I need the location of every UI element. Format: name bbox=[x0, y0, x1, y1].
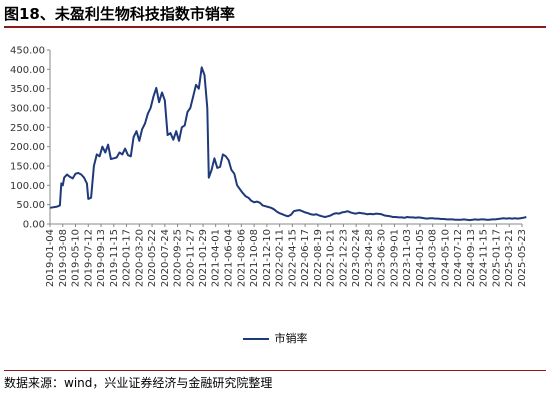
x-tick-label: 2025-05-23 bbox=[517, 229, 528, 287]
x-tick-label: 2020-03-20 bbox=[134, 229, 145, 287]
x-tick-label: 2024-09-13 bbox=[466, 229, 477, 287]
x-tick-label: 2024-01-05 bbox=[415, 229, 426, 287]
x-tick-label: 2022-12-23 bbox=[338, 229, 349, 287]
x-tick-label: 2021-08-06 bbox=[236, 229, 247, 287]
chart-title: 图18、未盈利生物科技指数市销率 bbox=[4, 2, 546, 28]
x-tick-label: 2021-01-29 bbox=[198, 229, 209, 287]
y-tick-label: 50.00 bbox=[16, 200, 45, 211]
x-tick-label: 2022-08-19 bbox=[313, 229, 324, 287]
x-tick-label: 2021-06-04 bbox=[224, 229, 235, 287]
x-tick-label: 2019-03-08 bbox=[58, 229, 69, 287]
x-tick-label: 2023-11-03 bbox=[402, 229, 413, 287]
legend-label: 市销率 bbox=[274, 332, 308, 345]
source-note: 数据来源：wind，兴业证券经济与金融研究院整理 bbox=[4, 370, 546, 396]
x-tick-label: 2020-11-27 bbox=[185, 229, 196, 287]
x-tick-label: 2020-07-24 bbox=[160, 229, 171, 287]
x-tick-label: 2023-06-30 bbox=[377, 229, 388, 287]
x-tick-label: 2024-05-10 bbox=[440, 229, 451, 287]
x-tick-label: 2022-06-17 bbox=[300, 229, 311, 287]
x-tick-label: 2021-10-08 bbox=[249, 229, 260, 287]
y-tick-label: 150.00 bbox=[10, 162, 45, 173]
x-tick-label: 2025-01-17 bbox=[491, 229, 502, 287]
y-tick-label: 0.00 bbox=[23, 220, 45, 231]
legend-swatch bbox=[242, 338, 269, 340]
x-tick-label: 2023-02-24 bbox=[351, 229, 362, 287]
x-tick-label: 2019-09-13 bbox=[96, 229, 107, 287]
y-tick-label: 350.00 bbox=[10, 84, 45, 95]
line-chart: 0.00 50.00 100.00 150.00 200.00 250.00 300.00 3… bbox=[10, 46, 528, 288]
x-tick-label: 2025-03-21 bbox=[504, 229, 515, 287]
y-tick-label: 100.00 bbox=[10, 181, 45, 192]
legend: 市销率 bbox=[0, 330, 550, 346]
x-tick-label: 2024-03-08 bbox=[428, 229, 439, 287]
x-tick-label: 2023-04-28 bbox=[364, 229, 375, 287]
x-tick-label: 2020-09-25 bbox=[173, 229, 184, 287]
x-tick-label: 2019-11-15 bbox=[109, 229, 120, 287]
y-tick-label: 300.00 bbox=[10, 104, 45, 115]
y-tick-label: 200.00 bbox=[10, 142, 45, 153]
x-tick-label: 2024-11-15 bbox=[479, 229, 490, 287]
x-tick-label: 2022-04-15 bbox=[287, 229, 298, 287]
x-tick-label: 2020-01-17 bbox=[122, 229, 133, 287]
x-tick-label: 2021-04-01 bbox=[211, 229, 222, 287]
x-tick-label: 2024-07-12 bbox=[453, 229, 464, 287]
x-tick-label: 2019-07-12 bbox=[83, 229, 94, 287]
x-tick-label: 2022-10-21 bbox=[326, 229, 337, 287]
x-tick-label: 2022-02-11 bbox=[275, 229, 286, 287]
x-tick-label: 2019-05-10 bbox=[71, 229, 82, 287]
x-tick-label: 2023-09-01 bbox=[389, 229, 400, 287]
y-tick-label: 450.00 bbox=[10, 46, 45, 57]
x-tick-label: 2020-05-22 bbox=[147, 229, 158, 287]
x-tick-label: 2021-12-10 bbox=[262, 229, 273, 287]
y-tick-label: 400.00 bbox=[10, 65, 45, 76]
y-tick-label: 250.00 bbox=[10, 123, 45, 134]
x-tick-label: 2019-01-04 bbox=[45, 229, 56, 287]
series-line-市销率 bbox=[49, 66, 527, 222]
